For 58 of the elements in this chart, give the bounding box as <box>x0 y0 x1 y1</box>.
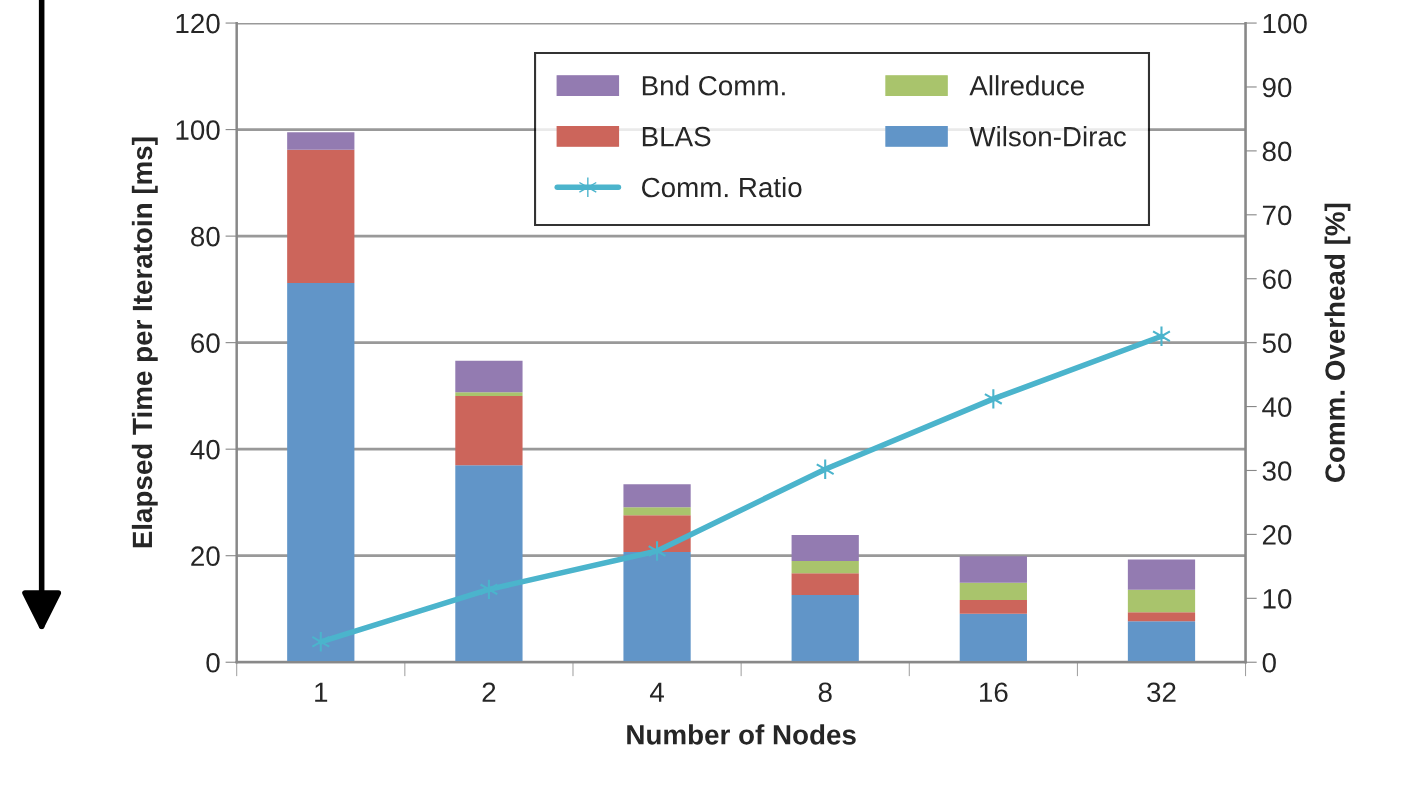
x-tick-label: 1 <box>315 682 328 702</box>
bar <box>455 395 523 466</box>
y-tick-label: 120 <box>176 13 220 34</box>
y2-axis-title: Comm. Overhead [%] <box>1324 203 1351 482</box>
bar <box>1127 621 1196 663</box>
bar <box>455 392 523 396</box>
bar <box>791 561 859 574</box>
legend-label: Bnd Comm. <box>642 75 785 96</box>
y-tick-label: 0 <box>206 652 220 673</box>
y2-tick-label: 80 <box>1262 141 1292 162</box>
bar <box>455 360 523 393</box>
bar <box>791 595 859 663</box>
bar <box>623 484 691 508</box>
legend-label: Comm. Ratio <box>642 176 802 198</box>
x-tick-label: 8 <box>818 682 832 703</box>
x-axis-title: Number of Nodes <box>627 724 856 745</box>
y-tick-label: 100 <box>176 120 220 140</box>
bar <box>959 556 1027 583</box>
y2-tick-label: 10 <box>1263 588 1292 609</box>
bar <box>623 551 691 663</box>
x-tick-label: 16 <box>980 682 1008 703</box>
x-tick-label: 4 <box>649 682 664 702</box>
bar <box>959 599 1027 614</box>
y2-tick-label: 100 <box>1263 13 1307 34</box>
y-tick-label: 80 <box>191 226 220 247</box>
y-tick-label: 40 <box>190 439 220 460</box>
y2-tick-label: 60 <box>1262 269 1292 290</box>
y2-tick-label: 90 <box>1262 77 1292 98</box>
bar <box>1127 612 1196 622</box>
bar <box>959 613 1027 663</box>
bar <box>1127 589 1196 613</box>
bar <box>287 282 355 663</box>
x-tick-label: 32 <box>1147 682 1176 703</box>
y2-tick-label: 40 <box>1262 397 1292 417</box>
point <box>311 631 331 653</box>
y-tick-label: 60 <box>191 333 220 353</box>
bar <box>791 534 859 562</box>
point <box>1152 325 1171 348</box>
y-tick-label: 20 <box>191 546 220 567</box>
bar <box>623 507 691 516</box>
point <box>815 458 835 480</box>
x-tick-label: 2 <box>482 682 496 702</box>
legend-label: BLAS <box>642 126 711 147</box>
bar <box>791 573 859 596</box>
y2-tick-label: 50 <box>1262 333 1292 353</box>
legend-label: Allreduce <box>969 75 1084 96</box>
point <box>647 540 667 562</box>
legend-label: Wilson-Dirac <box>969 126 1127 147</box>
y2-tick-label: 0 <box>1262 652 1276 673</box>
y-axis-title: Elapsed Time per Iteratoin [ms] <box>131 137 158 548</box>
y2-tick-label: 20 <box>1262 525 1292 545</box>
bar <box>1127 559 1196 590</box>
bar <box>287 149 355 283</box>
bar <box>287 132 355 150</box>
bar <box>959 582 1027 600</box>
y2-tick-label: 70 <box>1262 205 1292 226</box>
bar <box>455 465 523 663</box>
y2-tick-label: 30 <box>1262 461 1292 481</box>
